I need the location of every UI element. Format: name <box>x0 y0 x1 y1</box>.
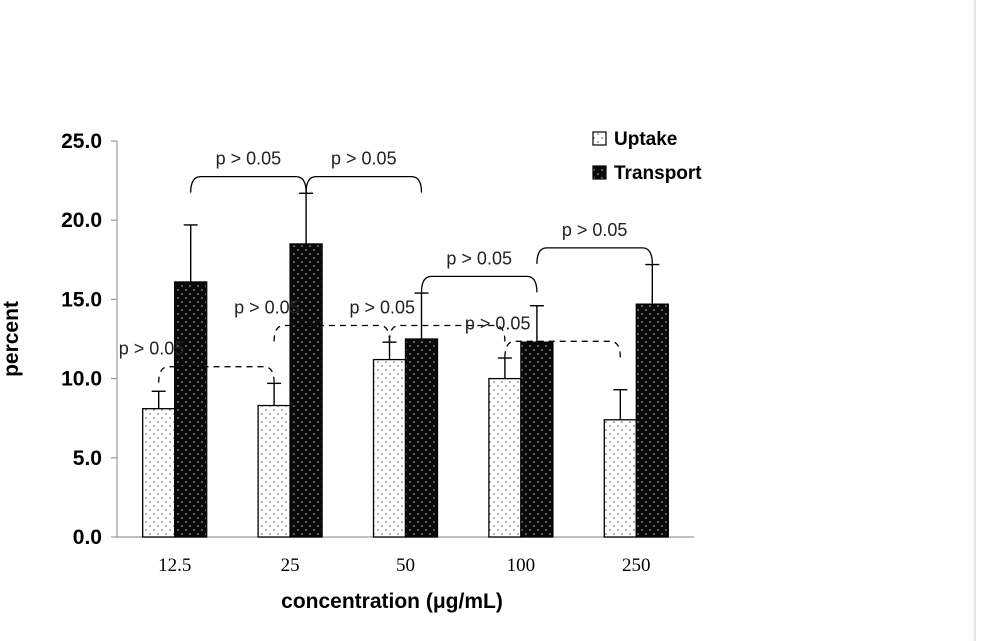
legend: Uptake Transport <box>592 129 702 184</box>
bar-uptake-250 <box>603 419 637 538</box>
significance-bracket <box>536 247 653 264</box>
legend-swatch-uptake <box>592 131 607 146</box>
y-tick-label: 5.0 <box>73 447 102 470</box>
significance-label: p > 0.05 <box>234 297 300 317</box>
bars <box>142 243 669 538</box>
y-axis-title: percent <box>0 301 23 377</box>
x-axis-title: concentration (μg/mL) <box>281 590 503 613</box>
annotations: p > 0.05 p > 0.05 p > 0.05 p > 0.05 p > 0.05… <box>119 149 653 383</box>
y-tick-label: 20.0 <box>61 209 102 232</box>
y-tick-label: 10.0 <box>61 368 102 391</box>
significance-label: p > 0.05 <box>446 248 512 268</box>
x-tick-label: 100 <box>507 555 536 576</box>
significance-bracket <box>273 324 391 342</box>
bar-transport-12.5 <box>174 281 208 538</box>
significance-bracket <box>420 275 538 293</box>
bar-transport-250 <box>635 303 669 538</box>
legend-label-uptake: Uptake <box>614 129 677 150</box>
y-axis: 0.0 5.0 10.0 15.0 20.0 25.0 <box>61 130 118 549</box>
significance-bracket <box>190 175 307 193</box>
bar-transport-100 <box>520 341 554 538</box>
significance-bracket <box>158 366 275 383</box>
significance-label: p > 0.05 <box>331 149 397 169</box>
x-tick-label: 50 <box>396 555 415 576</box>
significance-label: p > 0.05 <box>465 313 531 333</box>
y-tick-label: 0.0 <box>73 526 102 549</box>
legend-swatch-transport <box>592 165 607 180</box>
significance-bracket <box>504 340 621 358</box>
x-tick-label: 12.5 <box>158 555 191 576</box>
significance-bracket <box>305 175 423 193</box>
significance-label: p > 0.05 <box>119 339 185 359</box>
legend-label-transport: Transport <box>614 163 702 184</box>
x-tick-label: 250 <box>622 555 651 576</box>
y-tick-label: 25.0 <box>61 130 102 153</box>
bar-transport-25 <box>289 243 323 538</box>
bar-uptake-25 <box>257 404 291 538</box>
significance-bracket <box>388 324 506 342</box>
error-bars <box>151 192 660 420</box>
x-tick-label: 25 <box>281 555 300 576</box>
x-axis: 12.5 25 50 100 250 <box>117 536 694 576</box>
bar-uptake-12.5 <box>142 408 176 538</box>
bar-uptake-100 <box>488 377 522 538</box>
y-tick-label: 15.0 <box>61 288 102 311</box>
significance-label: p > 0.05 <box>216 149 282 169</box>
significance-label: p > 0.05 <box>562 220 628 240</box>
bar-transport-50 <box>404 338 439 538</box>
significance-label: p > 0.05 <box>350 297 416 317</box>
bar-uptake-50 <box>372 358 407 538</box>
